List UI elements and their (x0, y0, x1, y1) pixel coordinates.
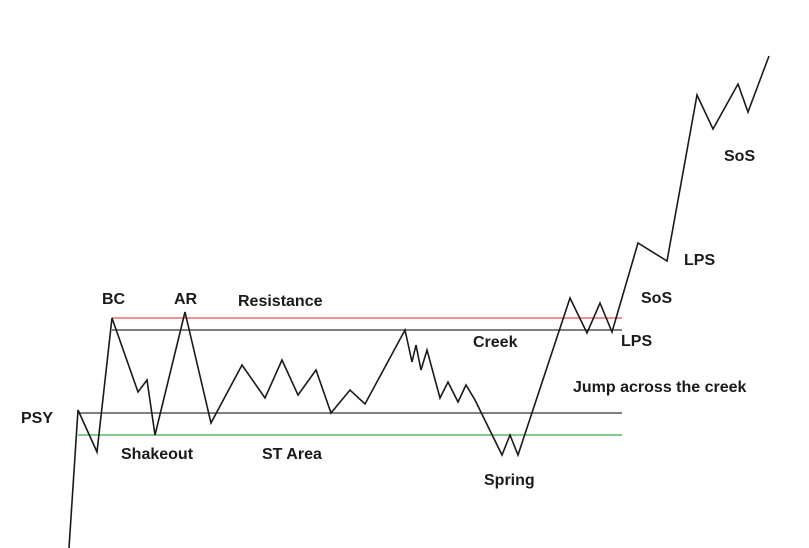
sos-label-low: SoS (641, 290, 672, 307)
spring-label: Spring (484, 472, 535, 489)
shakeout-label: Shakeout (121, 446, 194, 463)
creek-label: Creek (473, 334, 518, 351)
resistance-label: Resistance (238, 293, 323, 310)
sos-label-high: SoS (724, 148, 755, 165)
lps-label-high: LPS (684, 252, 715, 269)
st-area-label: ST Area (262, 446, 322, 463)
psy-label: PSY (21, 410, 53, 427)
price-path (68, 55, 770, 548)
jump-across-creek-label: Jump across the creek (573, 379, 747, 396)
ar-label: AR (174, 291, 198, 308)
bc-label: BC (102, 291, 126, 308)
lps-label-low: LPS (621, 333, 652, 350)
